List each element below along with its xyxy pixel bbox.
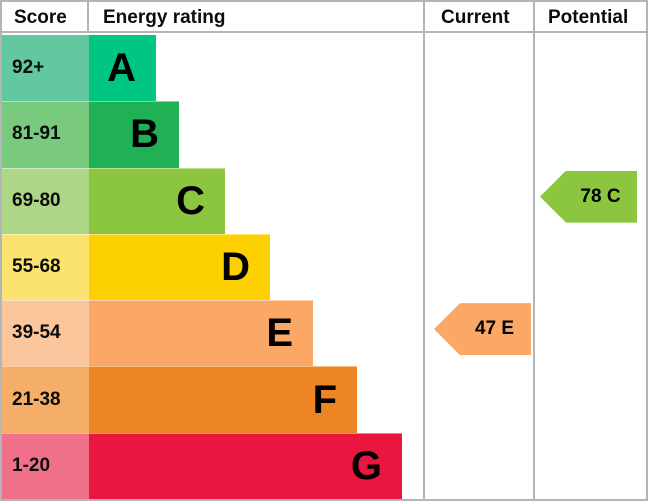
chart-header: Score Energy rating Current Potential bbox=[2, 2, 646, 33]
score-range-f: 21-38 bbox=[2, 366, 89, 433]
band-row-e: 39-54 E 47 E bbox=[2, 300, 646, 367]
rating-bar-d: D bbox=[89, 233, 270, 301]
band-letter-e: E bbox=[266, 311, 293, 356]
score-column-header: Score bbox=[14, 7, 67, 28]
current-rating-arrow: 47 E bbox=[434, 303, 531, 356]
score-range-d: 55-68 bbox=[2, 233, 89, 301]
band-row-f: 21-38 F bbox=[2, 366, 646, 433]
potential-column-header: Potential bbox=[548, 7, 629, 28]
score-range-g: 1-20 bbox=[2, 432, 89, 499]
score-range-e: 39-54 bbox=[2, 300, 89, 367]
band-letter-g: G bbox=[350, 443, 382, 488]
band-row-b: 81-91 B bbox=[2, 101, 646, 168]
potential-rating-arrow: 78 C bbox=[540, 170, 637, 223]
band-letter-b: B bbox=[130, 112, 159, 157]
score-range-a: 92+ bbox=[2, 35, 89, 102]
rating-bar-g: G bbox=[89, 432, 402, 499]
score-range-c: 69-80 bbox=[2, 167, 89, 234]
rating-bar-b: B bbox=[89, 101, 179, 168]
band-letter-f: F bbox=[312, 377, 337, 422]
band-letter-a: A bbox=[107, 46, 136, 91]
score-range-b: 81-91 bbox=[2, 101, 89, 168]
current-column-header: Current bbox=[441, 7, 510, 28]
band-row-g: 1-20 G bbox=[2, 432, 646, 499]
band-letter-c: C bbox=[176, 178, 205, 223]
rating-bar-f: F bbox=[89, 366, 357, 433]
rating-bar-e: E bbox=[89, 300, 313, 367]
band-row-d: 55-68 D bbox=[2, 233, 646, 301]
rating-bar-c: C bbox=[89, 167, 225, 234]
energy-rating-column-header: Energy rating bbox=[103, 7, 226, 28]
current-column-divider bbox=[423, 2, 425, 499]
band-rows: 92+ A 81-91 B 69-80 C 78 C 55-68 D 39-54 E 47 E 21-3… bbox=[2, 35, 646, 499]
score-column-divider bbox=[87, 2, 89, 33]
band-row-a: 92+ A bbox=[2, 35, 646, 102]
band-letter-d: D bbox=[221, 244, 250, 289]
rating-bar-a: A bbox=[89, 35, 156, 102]
potential-column-divider bbox=[533, 2, 535, 499]
band-row-c: 69-80 C 78 C bbox=[2, 167, 646, 234]
